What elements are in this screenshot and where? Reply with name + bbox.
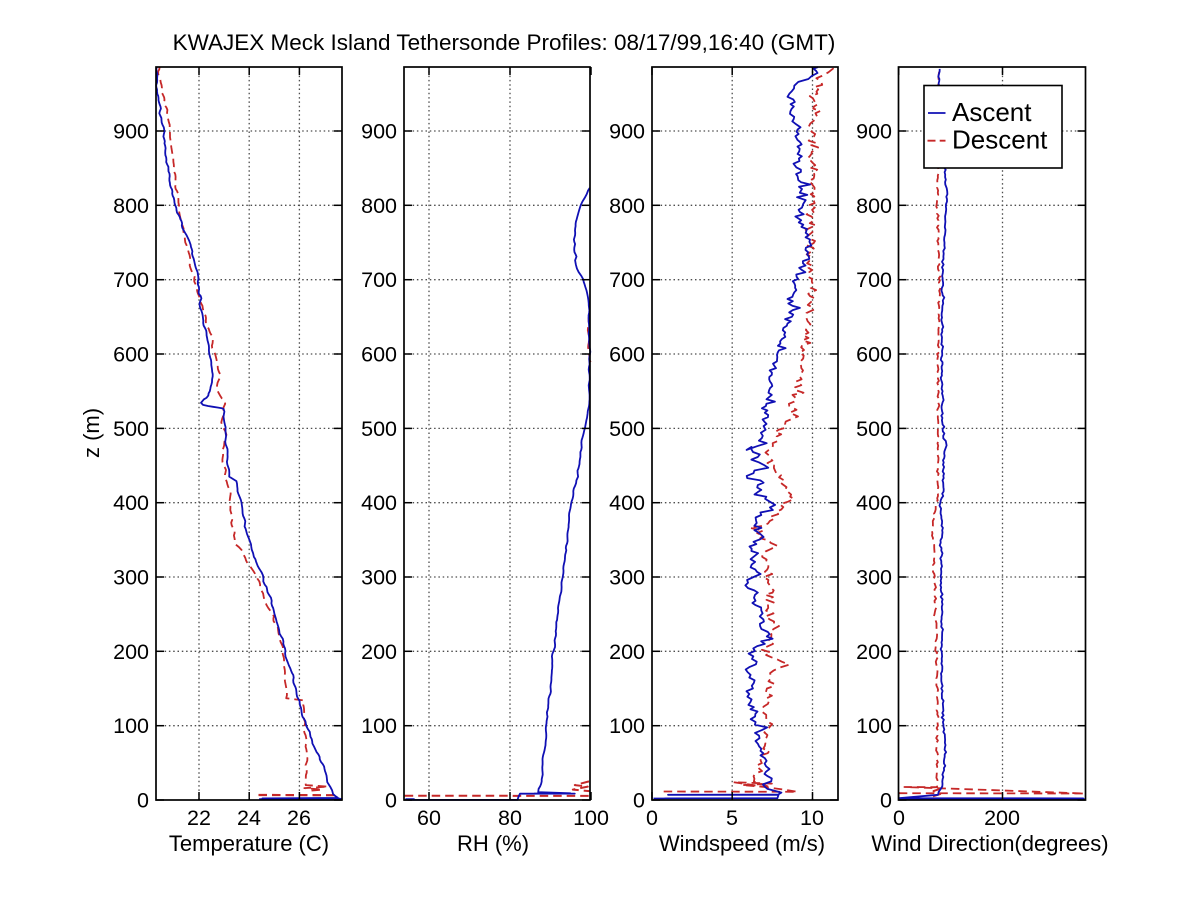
- svg-text:Wind Direction(degrees): Wind Direction(degrees): [871, 831, 1108, 856]
- svg-text:200: 200: [984, 806, 1020, 830]
- svg-text:900: 900: [609, 120, 645, 144]
- svg-text:400: 400: [609, 491, 645, 515]
- svg-text:100: 100: [361, 714, 397, 738]
- svg-text:Temperature (C): Temperature (C): [169, 831, 329, 856]
- svg-text:10: 10: [800, 806, 824, 830]
- svg-text:z (m): z (m): [79, 408, 104, 458]
- svg-text:200: 200: [361, 640, 397, 664]
- svg-text:200: 200: [609, 640, 645, 664]
- svg-text:800: 800: [609, 194, 645, 218]
- svg-text:5: 5: [726, 806, 738, 830]
- svg-text:100: 100: [113, 714, 149, 738]
- svg-text:600: 600: [113, 343, 149, 367]
- svg-text:800: 800: [113, 194, 149, 218]
- svg-text:200: 200: [113, 640, 149, 664]
- svg-text:300: 300: [856, 566, 892, 590]
- svg-text:Windspeed (m/s): Windspeed (m/s): [659, 831, 825, 856]
- svg-text:700: 700: [856, 268, 892, 292]
- svg-text:600: 600: [856, 343, 892, 367]
- svg-text:0: 0: [137, 789, 149, 813]
- svg-text:400: 400: [361, 491, 397, 515]
- svg-text:22: 22: [187, 806, 211, 830]
- svg-text:0: 0: [633, 789, 645, 813]
- svg-text:26: 26: [287, 806, 311, 830]
- svg-text:Descent: Descent: [952, 125, 1048, 155]
- svg-text:900: 900: [856, 120, 892, 144]
- svg-text:400: 400: [113, 491, 149, 515]
- svg-text:100: 100: [609, 714, 645, 738]
- svg-text:400: 400: [856, 491, 892, 515]
- svg-text:500: 500: [609, 417, 645, 441]
- svg-text:300: 300: [361, 566, 397, 590]
- svg-text:100: 100: [856, 714, 892, 738]
- svg-text:600: 600: [361, 343, 397, 367]
- svg-text:100: 100: [573, 806, 609, 830]
- svg-text:0: 0: [880, 789, 892, 813]
- svg-text:300: 300: [609, 566, 645, 590]
- svg-text:700: 700: [113, 268, 149, 292]
- svg-text:600: 600: [609, 343, 645, 367]
- svg-text:0: 0: [893, 806, 905, 830]
- svg-text:200: 200: [856, 640, 892, 664]
- svg-text:500: 500: [361, 417, 397, 441]
- svg-text:900: 900: [361, 120, 397, 144]
- svg-text:500: 500: [113, 417, 149, 441]
- svg-text:KWAJEX Meck Island Tethersonde: KWAJEX Meck Island Tethersonde Profiles:…: [173, 30, 836, 55]
- svg-text:0: 0: [646, 806, 658, 830]
- svg-text:900: 900: [113, 120, 149, 144]
- svg-text:300: 300: [113, 566, 149, 590]
- svg-text:0: 0: [385, 789, 397, 813]
- svg-text:Ascent: Ascent: [952, 97, 1032, 127]
- svg-text:700: 700: [361, 268, 397, 292]
- svg-text:60: 60: [417, 806, 441, 830]
- svg-text:700: 700: [609, 268, 645, 292]
- svg-text:RH (%): RH (%): [457, 831, 529, 856]
- svg-text:500: 500: [856, 417, 892, 441]
- svg-text:80: 80: [498, 806, 522, 830]
- svg-text:800: 800: [856, 194, 892, 218]
- svg-text:800: 800: [361, 194, 397, 218]
- svg-text:24: 24: [237, 806, 261, 830]
